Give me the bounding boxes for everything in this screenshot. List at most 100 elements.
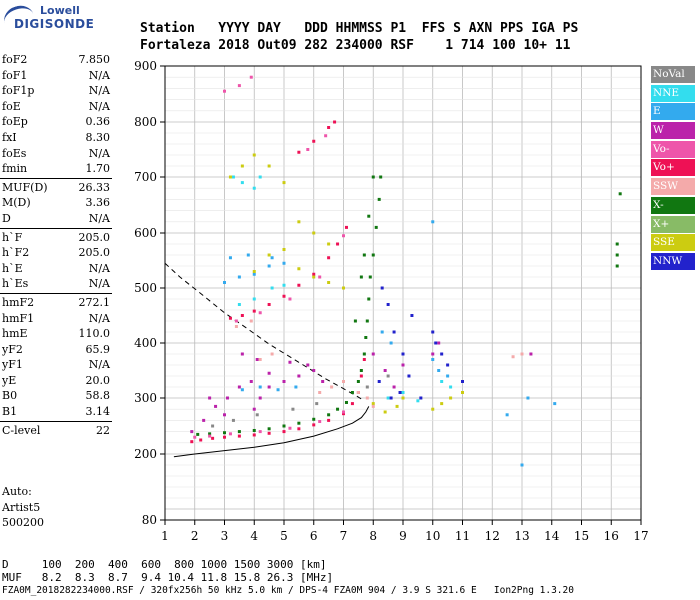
param-row: hmF1 N/A [0,311,112,327]
param-row: fmin 1.70 [0,161,112,177]
data-point [336,242,340,246]
data-point [193,435,197,439]
data-point [208,432,212,436]
data-point [321,380,325,383]
legend-item: W [651,122,695,140]
data-point [297,427,301,431]
data-point [371,404,375,408]
data-point [297,283,301,287]
y-tick-label: 200 [134,447,157,461]
data-point [234,325,238,328]
data-point [312,231,316,235]
data-point [371,402,375,406]
data-point [252,297,256,301]
param-row: h`F 205.0 [0,230,112,246]
param-divider [0,292,112,294]
data-point [228,316,232,320]
param-value: N/A [88,68,110,82]
data-point [389,396,393,400]
data-point [350,402,354,406]
data-point [618,192,622,196]
data-point [312,139,316,143]
data-point [359,275,363,279]
data-point [437,341,441,345]
legend-item: X+ [651,215,695,233]
param-row: hmE 110.0 [0,326,112,342]
param-row: MUF(D) 26.33 [0,180,112,196]
data-point [362,253,366,257]
data-point [362,352,366,356]
legend-item: Vo- [651,140,695,158]
data-point [297,220,301,224]
data-point [615,242,619,246]
data-point [228,432,232,436]
data-point [199,438,203,442]
data-point [344,400,348,404]
data-point [615,264,619,268]
data-point [330,385,334,389]
x-tick-label: 6 [310,529,318,543]
param-row: h`Es N/A [0,276,112,292]
x-tick-label: 9 [399,529,407,543]
data-point [252,407,256,411]
param-value: 0.36 [85,115,111,129]
data-point [353,319,357,323]
auto-code: 500200 [2,516,44,529]
y-tick-label: 600 [134,226,157,240]
data-point [252,272,256,276]
data-point [383,410,387,414]
param-label: foF1 [2,68,28,82]
y-tick-label: 500 [134,281,157,295]
param-value: N/A [88,84,110,98]
data-point [327,126,331,129]
param-value: 8.30 [85,130,111,144]
data-point [440,380,444,383]
legend-item: NNE [651,84,695,102]
data-point [252,270,256,273]
data-point [386,303,390,306]
x-tick-label: 10 [425,529,440,543]
data-point [505,413,509,417]
data-point [267,371,271,375]
x-tick-label: 8 [369,529,377,543]
data-point [237,434,241,438]
data-point [208,396,212,400]
y-tick-label: 900 [134,59,157,73]
header-line1: Station YYYY DAY DDD HHMMSS P1 FFS S AXN… [140,21,579,36]
data-point [449,385,453,389]
param-value: 205.0 [78,246,111,260]
data-point [282,424,286,428]
legend-item: Vo+ [651,159,695,177]
data-point [529,352,533,356]
param-value: 58.8 [85,389,111,403]
data-point [312,417,316,421]
data-point [291,407,295,411]
param-row: D N/A [0,211,112,227]
header-line2: Fortaleza 2018 Out09 282 234000 RSF 1 71… [140,38,571,53]
param-label: M(D) [2,196,31,210]
data-point [401,396,405,400]
data-point [297,421,301,425]
param-value: 65.9 [85,342,111,356]
param-value: 20.0 [85,373,111,387]
param-value: 7.850 [78,53,111,66]
data-point [237,84,241,88]
param-label: foE [2,99,21,113]
param-value: 205.0 [78,230,111,244]
data-point [344,225,348,229]
param-row: foEp 0.36 [0,114,112,130]
data-point [267,253,271,257]
data-point [461,380,464,383]
param-label: B1 [2,405,18,419]
data-point [398,391,402,394]
data-point [237,430,241,434]
data-point [208,434,212,438]
data-point [223,413,226,417]
param-row: h`E N/A [0,261,112,277]
data-point [225,396,229,400]
x-tick-label: 15 [574,529,589,543]
param-label: C-level [2,423,41,437]
data-point [327,242,331,246]
data-point [258,311,262,315]
data-point [270,286,274,290]
